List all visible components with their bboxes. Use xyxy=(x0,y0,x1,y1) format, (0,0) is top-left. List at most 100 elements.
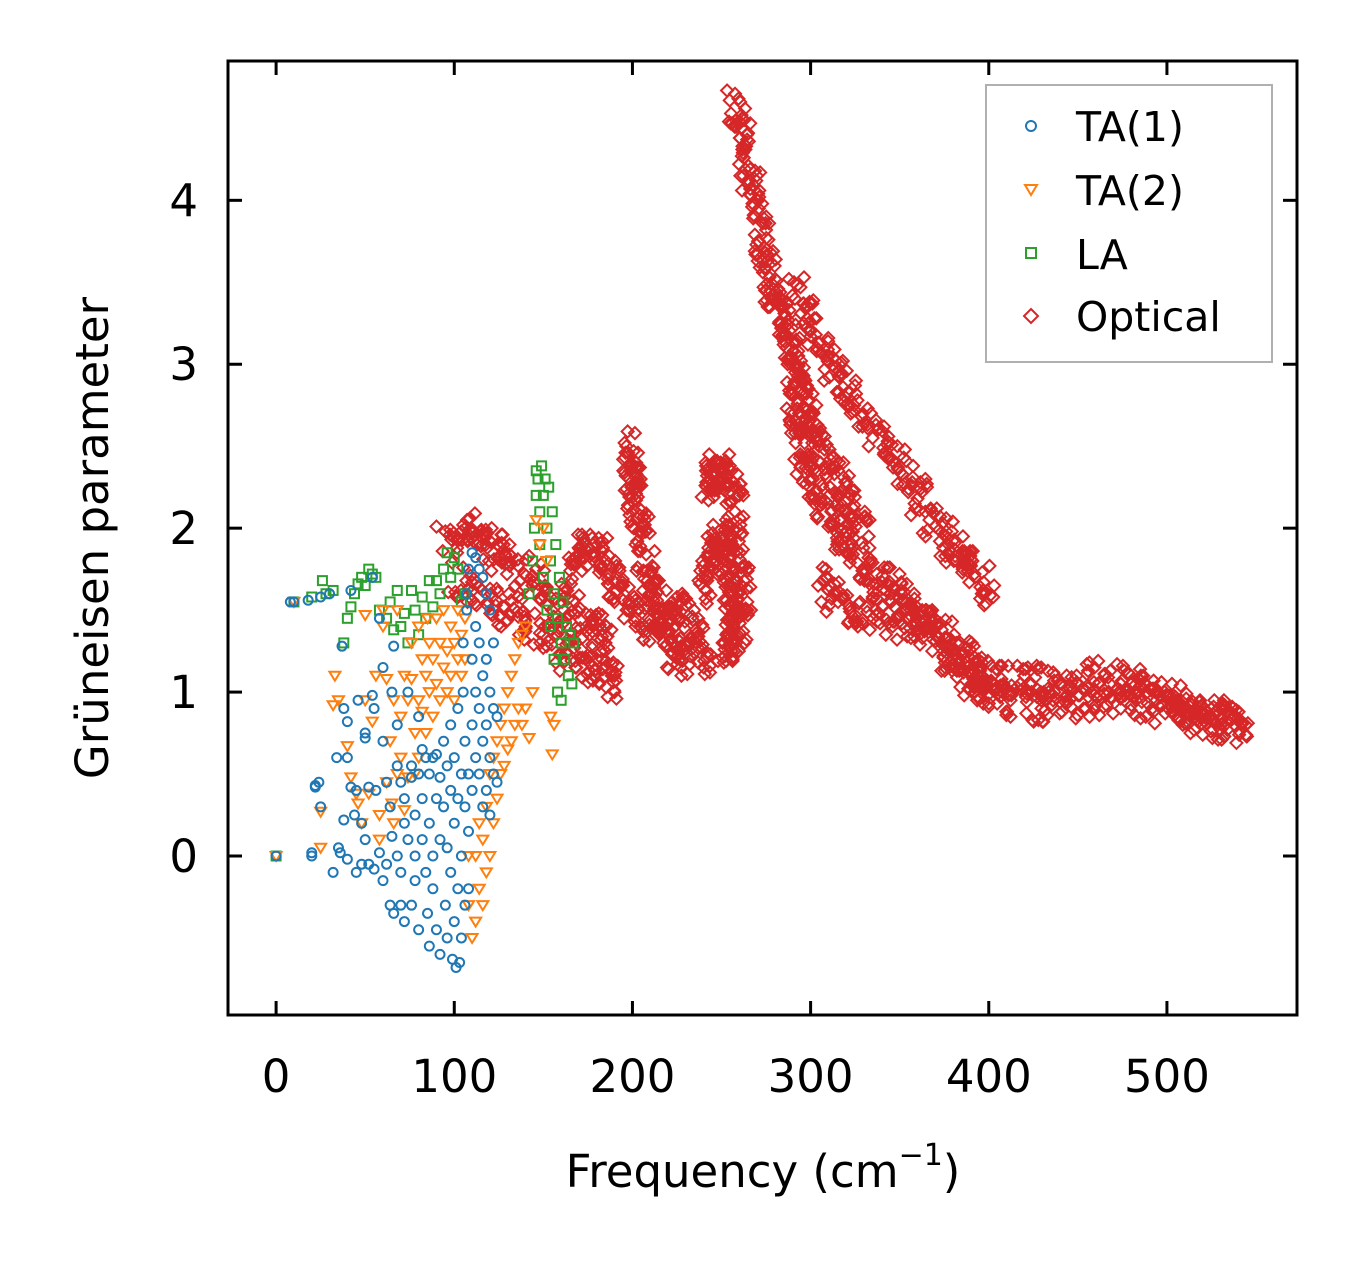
data-point xyxy=(716,574,732,590)
data-point xyxy=(633,524,649,539)
data-point xyxy=(731,91,746,107)
data-point xyxy=(601,548,617,564)
data-point xyxy=(441,932,453,944)
data-point xyxy=(966,679,982,695)
data-point xyxy=(989,661,1005,677)
data-point xyxy=(313,806,328,819)
data-point xyxy=(1064,674,1080,690)
data-point xyxy=(705,517,721,533)
data-point xyxy=(425,711,441,724)
data-point xyxy=(1131,684,1147,700)
data-point xyxy=(1235,715,1251,731)
data-point xyxy=(482,851,498,863)
data-point xyxy=(861,438,877,454)
data-point xyxy=(457,686,469,698)
data-point xyxy=(813,494,829,510)
data-point xyxy=(336,640,348,652)
data-point xyxy=(1160,687,1175,703)
data-point xyxy=(717,601,733,616)
data-point xyxy=(389,605,405,618)
data-point xyxy=(806,461,822,477)
data-point xyxy=(898,453,914,469)
data-point xyxy=(840,615,856,631)
data-point xyxy=(288,596,300,608)
data-point xyxy=(924,643,940,659)
data-point xyxy=(571,587,587,603)
data-point xyxy=(484,607,500,623)
data-point xyxy=(1046,684,1062,700)
data-point xyxy=(537,619,552,634)
data-point xyxy=(536,460,548,472)
data-point xyxy=(449,532,465,548)
data-point xyxy=(511,637,526,650)
data-point xyxy=(350,798,366,811)
data-point xyxy=(450,605,466,618)
data-point xyxy=(427,850,439,862)
data-point xyxy=(377,735,389,747)
data-point xyxy=(404,637,419,650)
data-point xyxy=(809,417,825,433)
data-point xyxy=(466,653,478,665)
data-point xyxy=(1147,715,1163,731)
data-point xyxy=(452,883,464,895)
data-point xyxy=(442,522,458,538)
data-point xyxy=(457,637,469,649)
data-point xyxy=(741,560,757,575)
data-point xyxy=(682,656,698,672)
data-point xyxy=(489,793,505,806)
data-point xyxy=(341,853,353,865)
data-point xyxy=(559,653,571,665)
data-point xyxy=(972,660,987,675)
data-point xyxy=(889,438,905,454)
data-point xyxy=(835,587,851,603)
data-point xyxy=(566,678,578,690)
data-point xyxy=(480,653,492,665)
data-point xyxy=(518,621,533,634)
data-point xyxy=(647,543,662,559)
data-point xyxy=(880,560,895,575)
data-point xyxy=(899,628,915,644)
data-point xyxy=(719,496,734,511)
data-point xyxy=(613,578,629,593)
data-point xyxy=(463,825,475,837)
data-point xyxy=(546,719,562,732)
data-point xyxy=(331,695,346,708)
data-point xyxy=(420,866,432,878)
data-point xyxy=(876,560,892,575)
data-point xyxy=(422,637,437,650)
data-point xyxy=(1135,668,1151,684)
data-point xyxy=(805,292,821,308)
data-point xyxy=(439,687,455,700)
data-points-layer xyxy=(268,83,1256,973)
data-point xyxy=(395,899,407,911)
data-point xyxy=(452,702,464,714)
data-point xyxy=(500,687,516,700)
data-point xyxy=(827,584,843,600)
data-point xyxy=(566,592,581,608)
data-point xyxy=(917,471,933,487)
data-point xyxy=(710,653,726,669)
data-point xyxy=(483,563,499,579)
data-point xyxy=(480,588,492,600)
data-point xyxy=(409,809,421,821)
data-point xyxy=(626,443,641,459)
data-point xyxy=(1081,679,1097,695)
data-point xyxy=(1003,709,1018,725)
data-point xyxy=(1187,709,1202,725)
data-point xyxy=(324,588,336,600)
data-point xyxy=(377,875,389,887)
data-point xyxy=(1015,661,1031,677)
data-point xyxy=(386,686,398,698)
data-point xyxy=(703,646,718,662)
data-point xyxy=(785,386,801,402)
data-point xyxy=(694,617,710,633)
data-point xyxy=(778,340,794,356)
data-point xyxy=(684,630,700,646)
data-point xyxy=(717,476,733,492)
data-point xyxy=(850,392,865,408)
data-point xyxy=(816,373,832,389)
data-point xyxy=(407,728,423,740)
data-point xyxy=(491,711,503,723)
data-point xyxy=(905,469,921,485)
data-point xyxy=(395,621,407,633)
